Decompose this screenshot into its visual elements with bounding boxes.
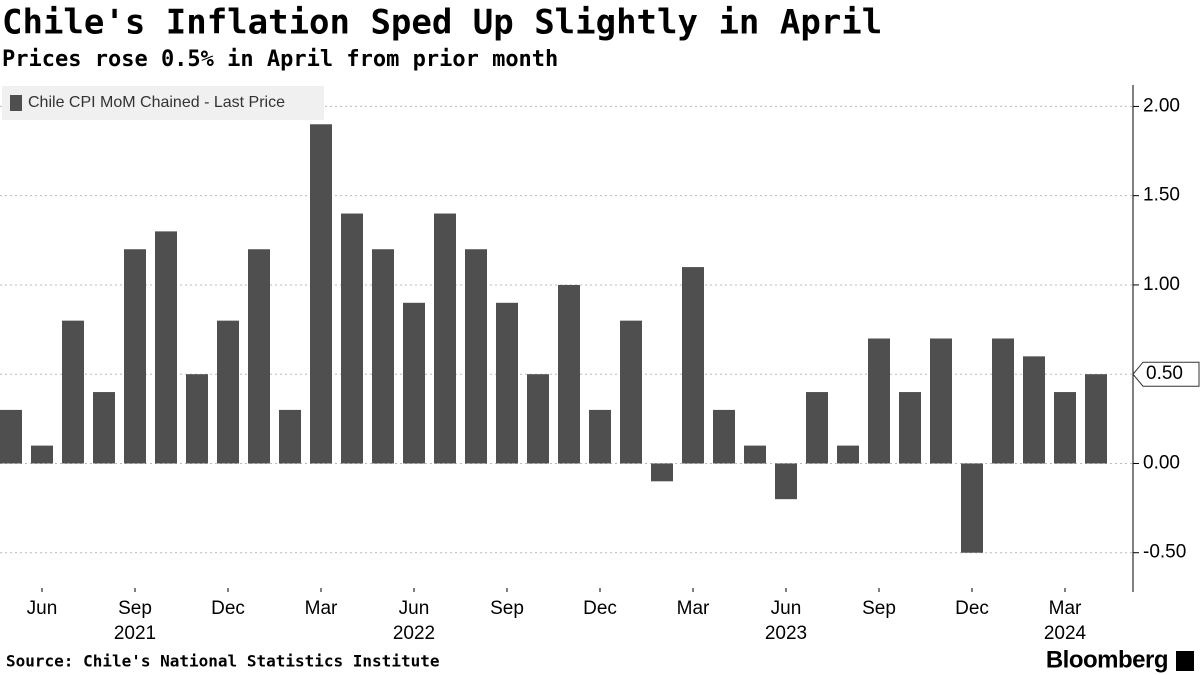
x-tick-label: Jun xyxy=(771,598,802,619)
bar xyxy=(992,338,1014,464)
bar xyxy=(651,463,673,482)
bar xyxy=(403,302,425,464)
year-label: 2021 xyxy=(114,623,156,644)
bar xyxy=(837,445,859,464)
y-tick-label: 1.50 xyxy=(1143,185,1180,206)
bar xyxy=(558,284,580,464)
bar xyxy=(155,231,177,464)
x-tick-label: Mar xyxy=(677,598,710,619)
bar xyxy=(620,320,642,464)
year-label: 2022 xyxy=(393,623,435,644)
x-tick-label: Sep xyxy=(862,598,896,619)
bar xyxy=(31,445,53,464)
bar xyxy=(496,302,518,464)
bar xyxy=(0,409,22,464)
y-tick-label: 0.00 xyxy=(1143,452,1180,473)
bar xyxy=(341,213,363,464)
bar xyxy=(682,267,704,464)
bar xyxy=(713,409,735,464)
bar xyxy=(775,463,797,500)
bar xyxy=(217,320,239,464)
bar xyxy=(124,249,146,464)
chart-title: Chile's Inflation Sped Up Slightly in Ap… xyxy=(2,3,882,43)
value-callout xyxy=(1132,361,1200,387)
bar xyxy=(961,463,983,553)
x-tick-label: Jun xyxy=(27,598,58,619)
x-tick-label: Sep xyxy=(490,598,524,619)
bar xyxy=(279,409,301,464)
bar xyxy=(899,392,921,464)
bar xyxy=(62,320,84,464)
bar xyxy=(186,374,208,464)
y-tick-label: 1.00 xyxy=(1143,274,1180,295)
legend-label: Chile CPI MoM Chained - Last Price xyxy=(28,94,285,111)
bar xyxy=(868,338,890,464)
bar xyxy=(1023,356,1045,464)
y-tick-label: 2.00 xyxy=(1143,95,1180,116)
bar xyxy=(434,213,456,464)
chart-subtitle: Prices rose 0.5% in April from prior mon… xyxy=(2,47,558,72)
bar xyxy=(248,249,270,464)
logo-icon xyxy=(1176,651,1194,671)
bar xyxy=(1054,392,1076,464)
x-tick-label: Mar xyxy=(1049,598,1082,619)
brand: Bloomberg xyxy=(1046,646,1168,673)
bar xyxy=(589,409,611,464)
x-tick-label: Mar xyxy=(305,598,338,619)
x-tick-label: Sep xyxy=(118,598,152,619)
bar xyxy=(465,249,487,464)
bar xyxy=(527,374,549,464)
x-tick-label: Jun xyxy=(399,598,430,619)
year-label: 2024 xyxy=(1044,623,1087,644)
bar xyxy=(1085,374,1107,464)
year-label: 2023 xyxy=(765,623,807,644)
legend-swatch xyxy=(10,95,22,111)
bar xyxy=(372,249,394,464)
bar xyxy=(93,392,115,464)
x-tick-label: Dec xyxy=(583,598,617,619)
bar xyxy=(806,392,828,464)
x-tick-label: Dec xyxy=(955,598,989,619)
value-label: 0.50 xyxy=(1146,363,1183,384)
source: Source: Chile's National Statistics Inst… xyxy=(6,652,439,671)
legend-box xyxy=(2,86,324,120)
bar xyxy=(310,124,332,464)
bar xyxy=(930,338,952,464)
x-tick-label: Dec xyxy=(211,598,245,619)
y-tick-label: -0.50 xyxy=(1143,542,1186,563)
bar xyxy=(744,445,766,464)
